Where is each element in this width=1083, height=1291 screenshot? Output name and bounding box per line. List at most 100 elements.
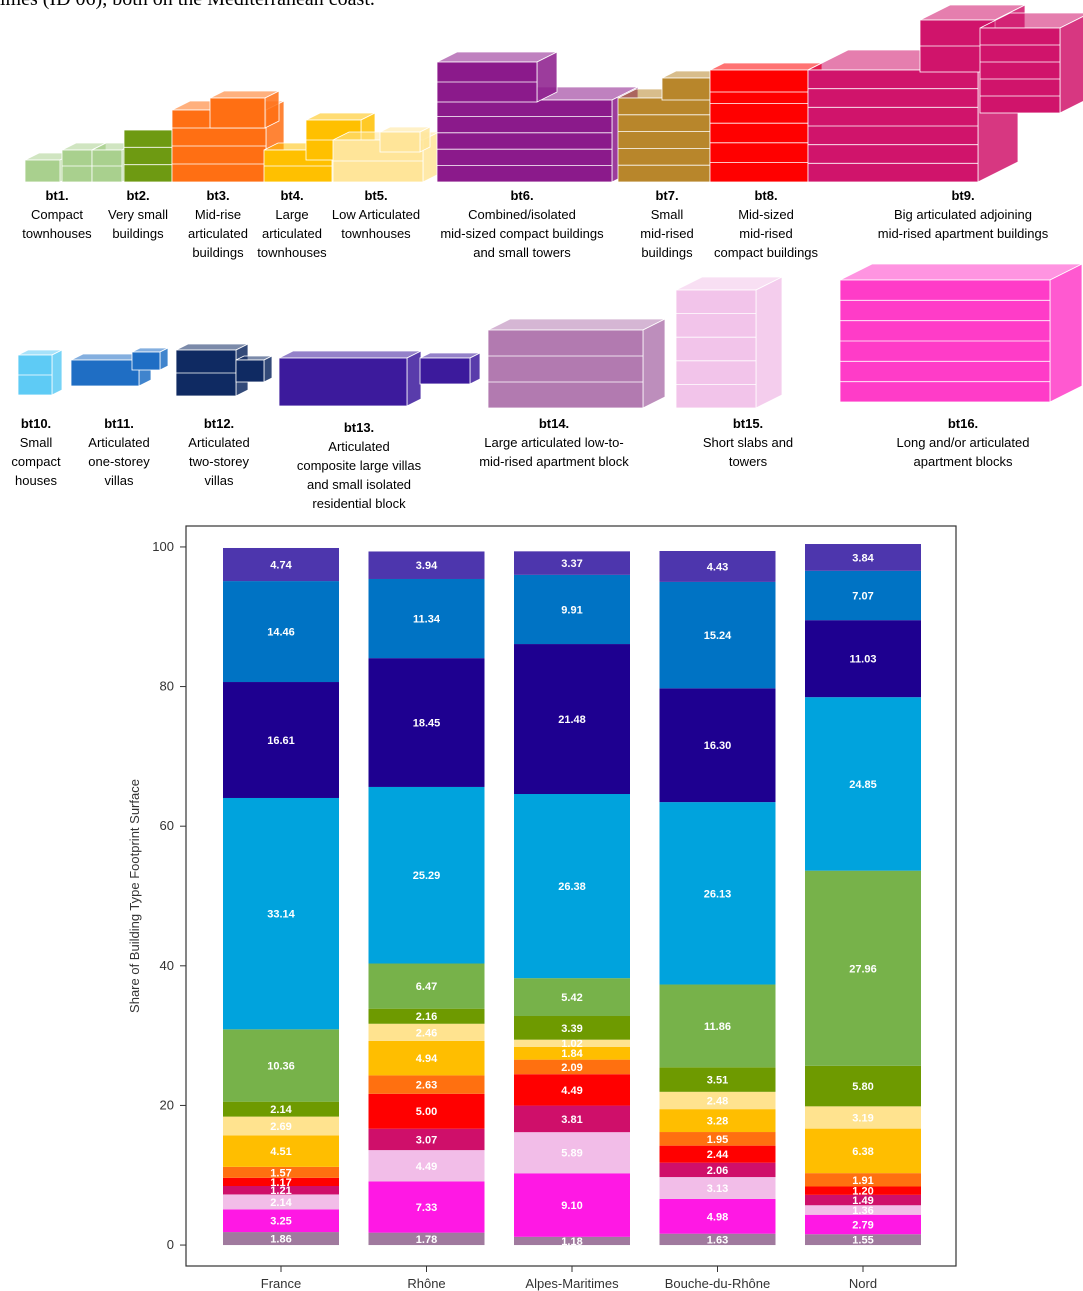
- legend-desc-bt3: buildings: [192, 245, 244, 260]
- bar-segment: [368, 1023, 485, 1041]
- legend-desc-bt16: apartment blocks: [914, 454, 1013, 469]
- legend-desc-bt10: compact: [11, 454, 61, 469]
- building-icon-12: [235, 355, 273, 383]
- bar-value-label: 4.43: [707, 561, 728, 573]
- bar-value-label: 7.07: [852, 590, 873, 602]
- bar-stack-0: 1.863.252.141.211.171.574.512.692.1410.3…: [223, 547, 339, 1246]
- legend-id-bt3: bt3.: [206, 188, 229, 203]
- bar-value-label: 1.78: [416, 1234, 437, 1246]
- legend-desc-bt2: buildings: [112, 226, 164, 241]
- bar-segment: [223, 1185, 339, 1195]
- legend-desc-bt11: one-storey: [88, 454, 150, 469]
- bar-segment: [514, 1173, 630, 1237]
- building-icon-16: [839, 263, 1083, 403]
- bar-segment: [805, 544, 921, 571]
- bar-value-label: 3.13: [707, 1183, 728, 1195]
- bar-segment: [659, 1162, 776, 1178]
- bar-segment: [368, 578, 485, 659]
- bar-stack-3: 1.63 4.98 3.13 2.06 2.44 1.95 3.28 2.48 3.51 11.8…: [659, 550, 776, 1246]
- bar-segment: [514, 1074, 630, 1106]
- bar-value-label: 1.18: [561, 1236, 582, 1248]
- y-tick-label: 60: [160, 818, 174, 833]
- bar-value-label: 2.14: [270, 1104, 292, 1116]
- building-icon-8: [709, 62, 823, 93]
- bar-segment: [514, 1039, 630, 1047]
- bar-segment: [223, 1194, 339, 1210]
- bar-segment: [659, 1109, 776, 1133]
- bar-segment: [368, 1040, 485, 1076]
- bar-value-label: 18.45: [413, 718, 441, 730]
- bar-segment: [659, 581, 776, 689]
- legend-id-bt16: bt16.: [948, 416, 978, 431]
- x-tick-label: Alpes-Maritimes: [525, 1276, 619, 1291]
- legend-id-bt14: bt14.: [539, 416, 569, 431]
- bar-segment: [659, 1177, 776, 1199]
- bar-value-label: 1.86: [270, 1234, 291, 1246]
- legend-desc-bt7: Small: [651, 207, 684, 222]
- bar-segment: [223, 1209, 339, 1233]
- legend-desc-bt7: buildings: [641, 245, 693, 260]
- bar-stack-1: 1.78 7.33 4.49 3.07 5.00 2.63 4.94 2.46 2.16 6.47…: [368, 551, 485, 1246]
- legend-desc-bt6: Combined/isolated: [468, 207, 576, 222]
- bar-value-label: 9.91: [561, 604, 582, 616]
- legend-desc-bt10: houses: [15, 473, 57, 488]
- legend-desc-bt4: articulated: [262, 226, 322, 241]
- legend-desc-bt1: Compact: [31, 207, 83, 222]
- legend-id-bt11: bt11.: [104, 416, 134, 431]
- building-icon-5: [379, 126, 431, 153]
- bar-segment: [368, 1232, 485, 1246]
- bar-segment: [805, 1128, 921, 1174]
- bar-segment: [223, 1029, 339, 1102]
- legend-desc-bt9: Big articulated adjoining: [894, 207, 1032, 222]
- bar-segment: [368, 1128, 485, 1151]
- bar-value-label: 2.14: [270, 1197, 292, 1209]
- bar-segment: [368, 963, 485, 1009]
- plot-frame: [185, 525, 957, 1267]
- bar-value-label: 5.80: [852, 1081, 873, 1093]
- legend-desc-bt6: mid-sized compact buildings: [440, 226, 604, 241]
- legend-desc-bt4: Large: [275, 207, 308, 222]
- bar-segment: [223, 547, 339, 582]
- bar-segment: [223, 1135, 339, 1167]
- bar-value-label: 3.81: [561, 1114, 582, 1126]
- legend-desc-bt5: Low Articulated: [332, 207, 420, 222]
- legend-desc-bt11: Articulated: [88, 435, 149, 450]
- bar-segment: [805, 570, 921, 621]
- y-tick-label: 0: [167, 1237, 174, 1252]
- bar-value-label: 2.09: [561, 1062, 582, 1074]
- bar-segment: [223, 797, 339, 1030]
- legend-desc-bt9: mid-rised apartment buildings: [878, 226, 1049, 241]
- building-icon-11: [70, 353, 152, 387]
- bar-value-label: 1.36: [852, 1205, 873, 1217]
- bar-value-label: 16.30: [704, 740, 732, 752]
- legend-desc-bt10: Small: [20, 435, 53, 450]
- bar-segment: [659, 1233, 776, 1246]
- bar-value-label: 3.37: [561, 558, 582, 570]
- x-tick-label: France: [261, 1276, 301, 1291]
- bar-value-label: 4.94: [416, 1053, 438, 1065]
- bar-segment: [805, 1065, 921, 1107]
- legend-desc-bt8: compact buildings: [714, 245, 819, 260]
- bar-value-label: 33.14: [267, 909, 295, 921]
- legend-desc-bt12: two-storey: [189, 454, 249, 469]
- legend-desc-bt5: townhouses: [341, 226, 411, 241]
- bar-segment: [805, 870, 921, 1066]
- bar-segment: [514, 1046, 630, 1060]
- stacked-bar-chart: Share of Building Type Footprint Surface…: [127, 525, 957, 1291]
- bar-value-label: 25.29: [413, 870, 441, 882]
- bar-value-label: 1.20: [852, 1186, 873, 1198]
- bar-value-label: 1.49: [852, 1195, 873, 1207]
- building-icon-10: [17, 349, 63, 396]
- bar-segment: [659, 1132, 776, 1146]
- legend-desc-bt12: Articulated: [188, 435, 249, 450]
- bar-value-label: 3.19: [852, 1112, 873, 1124]
- bar-stack-2: 1.18 9.10 5.89 3.81 4.49 2.09 1.841.02 3.39 5.42…: [514, 551, 630, 1248]
- bar-segment: [223, 1101, 339, 1117]
- bar-segment: [514, 1105, 630, 1133]
- legend-desc-bt3: Mid-rise: [195, 207, 241, 222]
- bar-value-label: 14.46: [267, 627, 295, 639]
- bar-value-label: 16.61: [267, 735, 295, 747]
- legend-desc-bt13: Articulated: [328, 439, 389, 454]
- legend-desc-bt14: Large articulated low-to-: [484, 435, 623, 450]
- x-tick-label: Rhône: [407, 1276, 445, 1291]
